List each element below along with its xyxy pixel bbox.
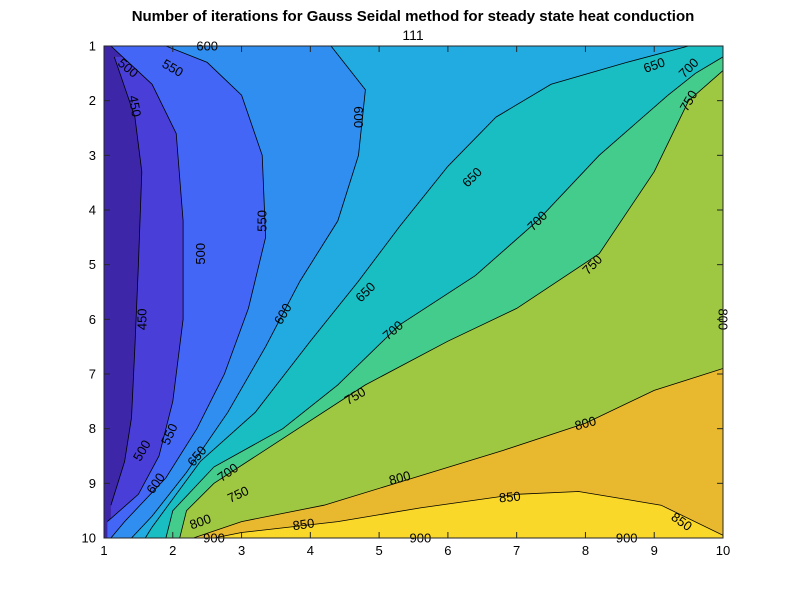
contour-label: 850 bbox=[498, 489, 521, 506]
y-tick-label: 9 bbox=[89, 476, 96, 491]
contour-fill-750 bbox=[179, 70, 723, 538]
contour-label: 650 bbox=[641, 54, 667, 76]
y-tick-label: 4 bbox=[89, 203, 96, 218]
contour-line-500 bbox=[107, 46, 184, 522]
x-tick-label: 7 bbox=[513, 543, 520, 558]
contour-label: 600 bbox=[351, 106, 366, 128]
contour-label: 500 bbox=[193, 243, 208, 265]
contour-line-550 bbox=[110, 46, 267, 538]
y-tick-label: 10 bbox=[82, 531, 96, 546]
plot-area bbox=[104, 46, 723, 538]
y-tick-label: 5 bbox=[89, 257, 96, 272]
contour-label: 450 bbox=[134, 308, 149, 330]
contour-line-450 bbox=[110, 56, 143, 506]
contour-line-700 bbox=[165, 56, 723, 538]
axes-box bbox=[103, 45, 724, 539]
contour-line-800 bbox=[193, 368, 723, 538]
axes: 1 2 3 4 5 6 7 8 9 10 1 2 3 4 5 6 7 8 9 10 bbox=[82, 39, 731, 559]
x-tick-label: 5 bbox=[375, 543, 382, 558]
contour-label: 800 bbox=[573, 413, 598, 433]
contour-lines bbox=[107, 46, 723, 538]
contour-line-600 bbox=[131, 46, 366, 538]
x-tick-label: 8 bbox=[582, 543, 589, 558]
x-tick-label: 2 bbox=[169, 543, 176, 558]
x-tick-label: 3 bbox=[238, 543, 245, 558]
contour-fills bbox=[107, 46, 723, 538]
contour-label: 550 bbox=[255, 210, 270, 232]
chart-title: Number of iterations for Gauss Seidal me… bbox=[132, 8, 695, 25]
x-tick-label: 1 bbox=[100, 543, 107, 558]
y-tick-label: 7 bbox=[89, 367, 96, 382]
y-tick-label: 6 bbox=[89, 312, 96, 327]
contour-label: 450 bbox=[126, 94, 145, 118]
contour-line-850 bbox=[213, 491, 723, 538]
x-tick-label: 6 bbox=[444, 543, 451, 558]
y-tick-label: 2 bbox=[89, 93, 96, 108]
contour-line-650 bbox=[144, 46, 689, 538]
contour-line-750 bbox=[179, 70, 723, 538]
x-tick-label: 4 bbox=[307, 543, 314, 558]
contour-fill-850 bbox=[214, 491, 723, 538]
y-tick-label: 1 bbox=[89, 39, 96, 54]
x-tick-label: 10 bbox=[716, 543, 730, 558]
chart-subtitle: 111 bbox=[402, 27, 423, 43]
contour-label: 850 bbox=[292, 515, 316, 533]
contour-label: 800 bbox=[387, 468, 412, 488]
contour-label: 800 bbox=[188, 511, 214, 533]
x-tick-label: 9 bbox=[651, 543, 658, 558]
y-tick-label: 3 bbox=[89, 148, 96, 163]
y-tick-label: 8 bbox=[89, 421, 96, 436]
